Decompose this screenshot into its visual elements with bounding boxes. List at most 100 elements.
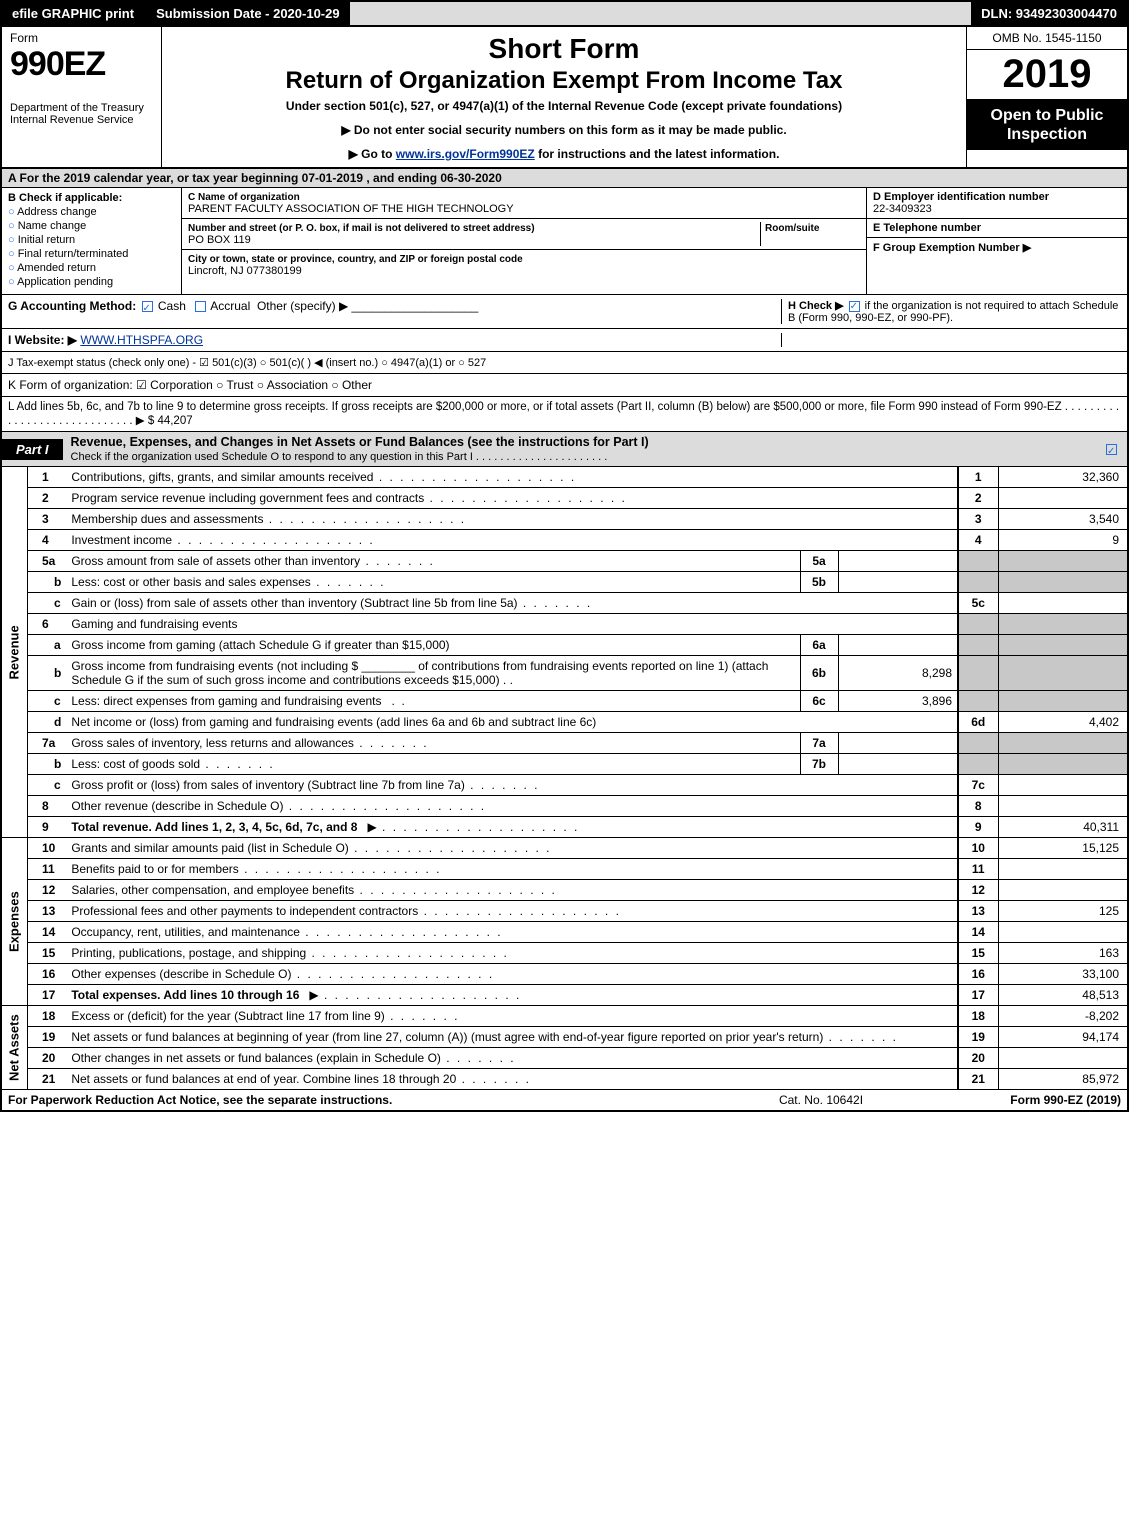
line-8-val <box>998 796 1128 817</box>
chk-amended-return[interactable]: Amended return <box>8 262 175 274</box>
omb-number: OMB No. 1545-1150 <box>967 27 1127 50</box>
side-expenses: Expenses <box>1 838 28 1006</box>
chk-address-change[interactable]: Address change <box>8 206 175 218</box>
note-link: ▶ Go to www.irs.gov/Form990EZ for instru… <box>172 147 956 161</box>
line-6b-desc1: Gross income from fundraising events (no… <box>71 659 361 673</box>
footer-cat: Cat. No. 10642I <box>721 1093 921 1107</box>
chk-accrual[interactable] <box>195 301 206 312</box>
i-label: I Website: ▶ <box>8 333 77 347</box>
title-return: Return of Organization Exempt From Incom… <box>172 67 956 95</box>
line-1-desc: Contributions, gifts, grants, and simila… <box>71 470 373 484</box>
line-6a-desc: Gross income from gaming (attach Schedul… <box>71 638 449 652</box>
row-g-h: G Accounting Method: Cash Accrual Other … <box>0 295 1129 329</box>
part-1-header: Part I Revenue, Expenses, and Changes in… <box>0 432 1129 467</box>
side-net-assets: Net Assets <box>1 1006 28 1090</box>
line-6a-mval <box>838 635 958 656</box>
line-10-desc: Grants and similar amounts paid (list in… <box>71 841 348 855</box>
footer-left: For Paperwork Reduction Act Notice, see … <box>8 1093 721 1107</box>
line-9-desc: Total revenue. Add lines 1, 2, 3, 4, 5c,… <box>71 820 357 834</box>
line-21-val: 85,972 <box>998 1069 1128 1090</box>
d-ein-label: D Employer identification number <box>873 191 1049 203</box>
j-text: J Tax-exempt status (check only one) - ☑… <box>8 356 1121 369</box>
line-1-val: 32,360 <box>998 467 1128 488</box>
c-city-label: City or town, state or province, country… <box>188 254 523 265</box>
c-room-label: Room/suite <box>765 223 819 234</box>
footer-form: Form 990-EZ (2019) <box>921 1093 1121 1107</box>
line-5b-desc: Less: cost or other basis and sales expe… <box>71 575 310 589</box>
top-bar: efile GRAPHIC print Submission Date - 20… <box>0 0 1129 27</box>
open-inspection: Open to Public Inspection <box>967 100 1127 150</box>
line-16-desc: Other expenses (describe in Schedule O) <box>71 967 291 981</box>
form-label: Form <box>10 31 153 45</box>
col-c: C Name of organization PARENT FACULTY AS… <box>182 188 867 294</box>
chk-final-return[interactable]: Final return/terminated <box>8 248 175 260</box>
note-link-pre: ▶ Go to <box>349 147 396 161</box>
line-17-val: 48,513 <box>998 985 1128 1006</box>
line-21-desc: Net assets or fund balances at end of ye… <box>71 1072 456 1086</box>
line-7c-desc: Gross profit or (loss) from sales of inv… <box>71 778 464 792</box>
dln: DLN: 93492303004470 <box>971 2 1127 25</box>
submission-date: Submission Date - 2020-10-29 <box>146 2 350 25</box>
line-9-val: 40,311 <box>998 817 1128 838</box>
line-13-desc: Professional fees and other payments to … <box>71 904 418 918</box>
line-7b-mval <box>838 754 958 775</box>
row-l: L Add lines 5b, 6c, and 7b to line 9 to … <box>0 397 1129 432</box>
line-7a-desc: Gross sales of inventory, less returns a… <box>71 736 354 750</box>
line-7b-desc: Less: cost of goods sold <box>71 757 200 771</box>
line-5a-mval <box>838 551 958 572</box>
irs-label: Internal Revenue Service <box>10 114 153 126</box>
org-address: PO BOX 119 <box>188 234 251 246</box>
row-a-tax-year: A For the 2019 calendar year, or tax yea… <box>0 169 1129 188</box>
part-1-check[interactable] <box>1106 444 1117 455</box>
section-bcd: B Check if applicable: Address change Na… <box>0 188 1129 295</box>
part-1-sub: Check if the organization used Schedule … <box>71 451 608 463</box>
tax-year: 2019 <box>967 50 1127 100</box>
line-6b-mval: 8,298 <box>838 656 958 691</box>
efile-print-button[interactable]: efile GRAPHIC print <box>2 2 146 25</box>
row-k: K Form of organization: ☑ Corporation ○ … <box>0 374 1129 397</box>
form-number: 990EZ <box>10 45 153 84</box>
title-sub: Under section 501(c), 527, or 4947(a)(1)… <box>172 99 956 113</box>
line-17-desc: Total expenses. Add lines 10 through 16 <box>71 988 299 1002</box>
line-3-desc: Membership dues and assessments <box>71 512 263 526</box>
chk-application-pending[interactable]: Application pending <box>8 276 175 288</box>
g-cash: Cash <box>158 299 186 313</box>
form-header: Form 990EZ Department of the Treasury In… <box>0 27 1129 169</box>
website-link[interactable]: WWW.HTHSPFA.ORG <box>80 333 203 347</box>
line-14-val <box>998 922 1128 943</box>
part-1-title: Revenue, Expenses, and Changes in Net As… <box>71 435 649 449</box>
line-2-val <box>998 488 1128 509</box>
chk-cash[interactable] <box>142 301 153 312</box>
header-left: Form 990EZ Department of the Treasury In… <box>2 27 162 167</box>
line-8-desc: Other revenue (describe in Schedule O) <box>71 799 283 813</box>
line-19-val: 94,174 <box>998 1027 1128 1048</box>
line-20-val <box>998 1048 1128 1069</box>
row-j: J Tax-exempt status (check only one) - ☑… <box>0 352 1129 374</box>
line-14-desc: Occupancy, rent, utilities, and maintena… <box>71 925 300 939</box>
line-7c-val <box>998 775 1128 796</box>
part-1-table: Revenue 1 Contributions, gifts, grants, … <box>0 467 1129 1090</box>
col-b: B Check if applicable: Address change Na… <box>2 188 182 294</box>
g-accrual: Accrual <box>210 299 250 313</box>
b-title: B Check if applicable: <box>8 192 175 204</box>
org-city: Lincroft, NJ 077380199 <box>188 265 302 277</box>
line-11-val <box>998 859 1128 880</box>
line-2-desc: Program service revenue including govern… <box>71 491 424 505</box>
irs-link[interactable]: www.irs.gov/Form990EZ <box>396 147 535 161</box>
chk-initial-return[interactable]: Initial return <box>8 234 175 246</box>
line-5c-val <box>998 593 1128 614</box>
e-tel-label: E Telephone number <box>873 222 981 234</box>
header-right: OMB No. 1545-1150 2019 Open to Public In… <box>967 27 1127 167</box>
line-19-desc: Net assets or fund balances at beginning… <box>71 1030 823 1044</box>
line-16-val: 33,100 <box>998 964 1128 985</box>
line-6d-val: 4,402 <box>998 712 1128 733</box>
g-label: G Accounting Method: <box>8 299 140 313</box>
ein-value: 22-3409323 <box>873 203 932 215</box>
chk-h[interactable] <box>849 301 860 312</box>
line-6d-desc: Net income or (loss) from gaming and fun… <box>71 715 596 729</box>
line-4-desc: Investment income <box>71 533 172 547</box>
line-18-desc: Excess or (deficit) for the year (Subtra… <box>71 1009 384 1023</box>
f-group-label: F Group Exemption Number ▶ <box>873 242 1031 254</box>
line-6c-mval: 3,896 <box>838 691 958 712</box>
chk-name-change[interactable]: Name change <box>8 220 175 232</box>
